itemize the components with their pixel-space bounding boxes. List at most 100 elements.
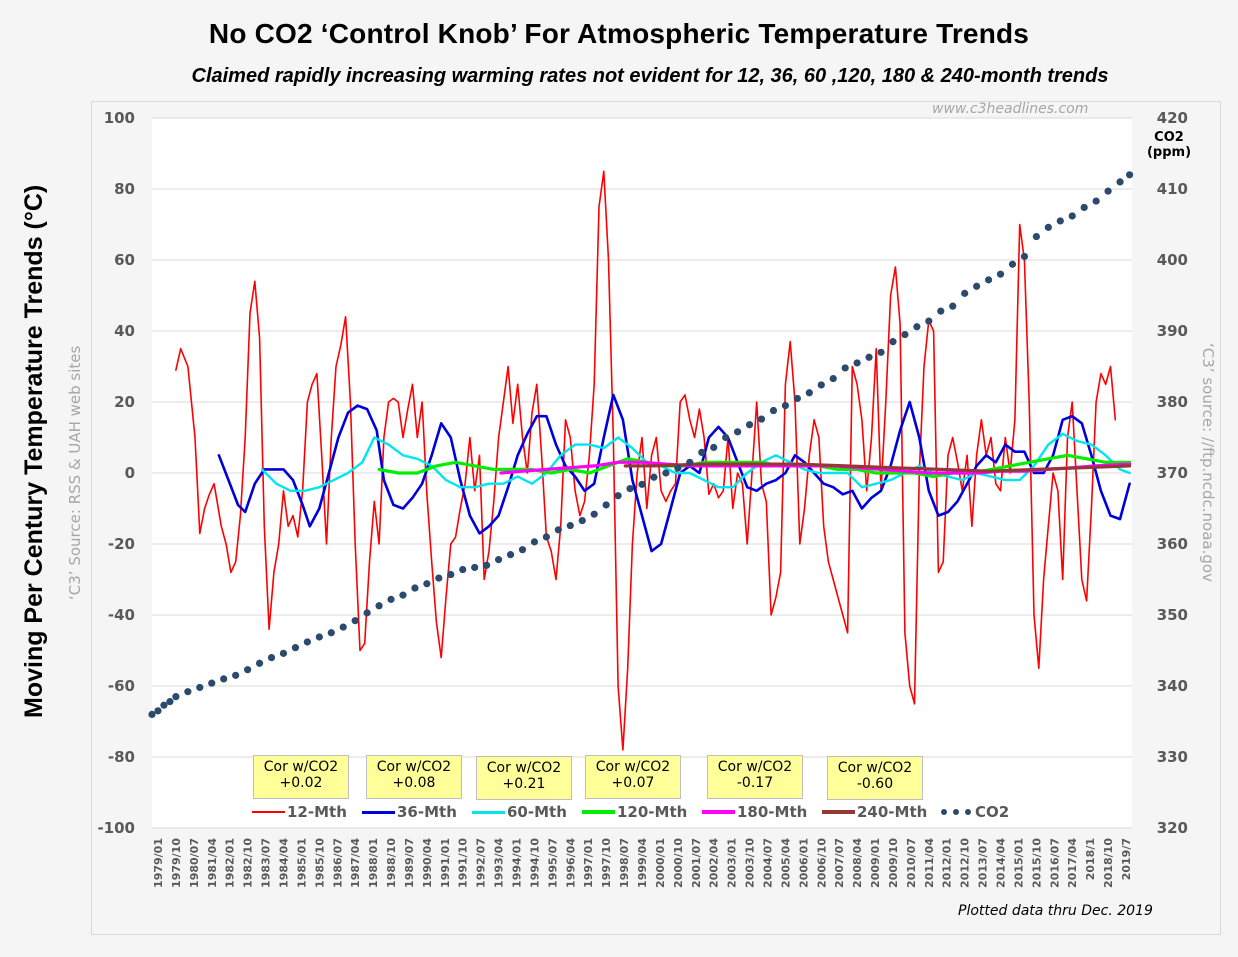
co2-point xyxy=(805,389,813,397)
x-tick-label: 2018/10 xyxy=(1102,838,1115,888)
y-tick-label: 60 xyxy=(114,251,135,269)
x-tick-label: 2008/04 xyxy=(851,838,864,888)
co2-point xyxy=(339,623,347,631)
co2-point xyxy=(602,501,610,509)
y-tick-label: 20 xyxy=(114,393,135,411)
co2-point xyxy=(925,317,933,325)
x-tick-label: 2012/10 xyxy=(959,838,972,888)
co2-point xyxy=(626,485,634,493)
co2-point xyxy=(471,563,479,572)
co2-point xyxy=(710,443,718,452)
co2-point xyxy=(160,701,168,709)
cor-value: +0.08 xyxy=(392,775,436,791)
correlation-box-60mth: Cor w/CO2 +0.21 xyxy=(476,756,572,800)
x-axis-ticks: 1979/01 1979/10 1980/07 1981/04 1982/01 1982/… xyxy=(152,838,1133,888)
co2-point xyxy=(853,359,861,367)
co2-point xyxy=(996,270,1005,278)
legend-swatch-60mth xyxy=(472,810,505,814)
y-tick-label: 0 xyxy=(125,464,135,482)
co2-point xyxy=(590,510,598,518)
co2-point xyxy=(494,556,503,564)
x-tick-label: 2000/10 xyxy=(672,838,685,888)
x-tick-label: 1996/04 xyxy=(564,838,577,888)
co2-point xyxy=(722,433,730,442)
co2-point xyxy=(1032,232,1040,241)
co2-point xyxy=(1008,260,1017,268)
legend-swatch-180mth xyxy=(702,810,735,814)
x-tick-label: 1994/10 xyxy=(528,838,541,888)
cor-label: Cor w/CO2 xyxy=(486,760,562,776)
co2-point xyxy=(901,330,909,339)
y2-tick-label: 350 xyxy=(1157,606,1188,624)
y2-tick-label: 390 xyxy=(1157,322,1188,340)
series-line-12mth xyxy=(175,170,1117,751)
cor-label: Cor w/CO2 xyxy=(376,759,452,775)
cor-value: +0.02 xyxy=(279,775,323,791)
y-tick-label: -60 xyxy=(108,677,135,695)
x-tick-label: 2009/10 xyxy=(887,838,900,888)
x-tick-label: 2015/10 xyxy=(1030,838,1043,888)
y2-tick-label: 340 xyxy=(1157,677,1188,695)
x-tick-label: 1985/01 xyxy=(295,838,308,888)
x-tick-label: 2019/7 xyxy=(1120,838,1133,880)
x-tick-label: 2014/04 xyxy=(995,838,1008,888)
x-tick-label: 2007/07 xyxy=(833,838,846,888)
co2-point xyxy=(1020,252,1029,261)
y2-tick-label: 370 xyxy=(1157,464,1188,482)
co2-point xyxy=(506,551,515,559)
x-tick-label: 2003/01 xyxy=(726,838,739,888)
co2-point xyxy=(578,516,586,525)
x-tick-label: 1981/04 xyxy=(206,838,219,888)
co2-point xyxy=(829,374,837,383)
co2-point xyxy=(817,381,825,389)
co2-point xyxy=(303,638,311,646)
co2-point xyxy=(387,595,395,603)
y2-tick-label: 400 xyxy=(1157,251,1188,269)
co2-point xyxy=(220,675,228,683)
co2-point xyxy=(865,353,873,361)
legend-label: 120-Mth xyxy=(617,803,688,821)
co2-point xyxy=(1068,212,1076,220)
co2-point xyxy=(244,666,252,674)
x-tick-label: 1986/07 xyxy=(331,838,344,888)
cor-label: Cor w/CO2 xyxy=(837,760,913,776)
x-tick-label: 1980/07 xyxy=(188,838,201,888)
co2-point xyxy=(399,591,407,599)
x-tick-label: 1999/04 xyxy=(636,838,649,888)
series-line-36mth xyxy=(217,393,1131,553)
x-tick-label: 1991/01 xyxy=(439,838,452,888)
co2-point xyxy=(781,401,790,410)
x-tick-label: 1994/01 xyxy=(511,838,524,888)
legend-label: 180-Mth xyxy=(737,803,808,821)
y-tick-label: -20 xyxy=(108,535,135,553)
co2-point xyxy=(745,421,754,429)
co2-point xyxy=(447,570,455,579)
x-tick-label: 2016/07 xyxy=(1048,838,1061,888)
co2-point xyxy=(530,538,539,546)
legend-item-60mth: 60-Mth xyxy=(472,802,567,822)
co2-point xyxy=(351,617,359,625)
co2-point xyxy=(973,282,981,290)
x-tick-label: 1987/04 xyxy=(349,838,362,888)
co2-point xyxy=(1092,197,1100,205)
x-tick-label: 1997/10 xyxy=(600,838,613,888)
co2-axis-unit: CO2 (ppm) xyxy=(1144,130,1194,160)
co2-point xyxy=(566,521,574,530)
co2-point xyxy=(542,533,550,541)
co2-point xyxy=(889,338,897,346)
x-tick-label: 1983/07 xyxy=(260,838,273,888)
x-tick-label: 1992/07 xyxy=(475,838,488,888)
co2-point xyxy=(232,671,240,679)
y-axis-label: Moving Per Century Temperature Trends (°… xyxy=(20,184,48,718)
y2-tick-label: 410 xyxy=(1157,180,1188,198)
x-tick-label: 2006/01 xyxy=(797,838,810,888)
co2-point xyxy=(686,458,694,466)
co2-point xyxy=(411,584,419,592)
y-tick-label: -40 xyxy=(108,606,135,624)
x-tick-label: 2002/04 xyxy=(708,838,721,888)
legend-label: 60-Mth xyxy=(507,803,567,821)
watermark: www.c3headlines.com xyxy=(932,101,1089,117)
x-tick-label: 2004/07 xyxy=(761,838,774,888)
x-tick-label: 2001/07 xyxy=(690,838,703,888)
